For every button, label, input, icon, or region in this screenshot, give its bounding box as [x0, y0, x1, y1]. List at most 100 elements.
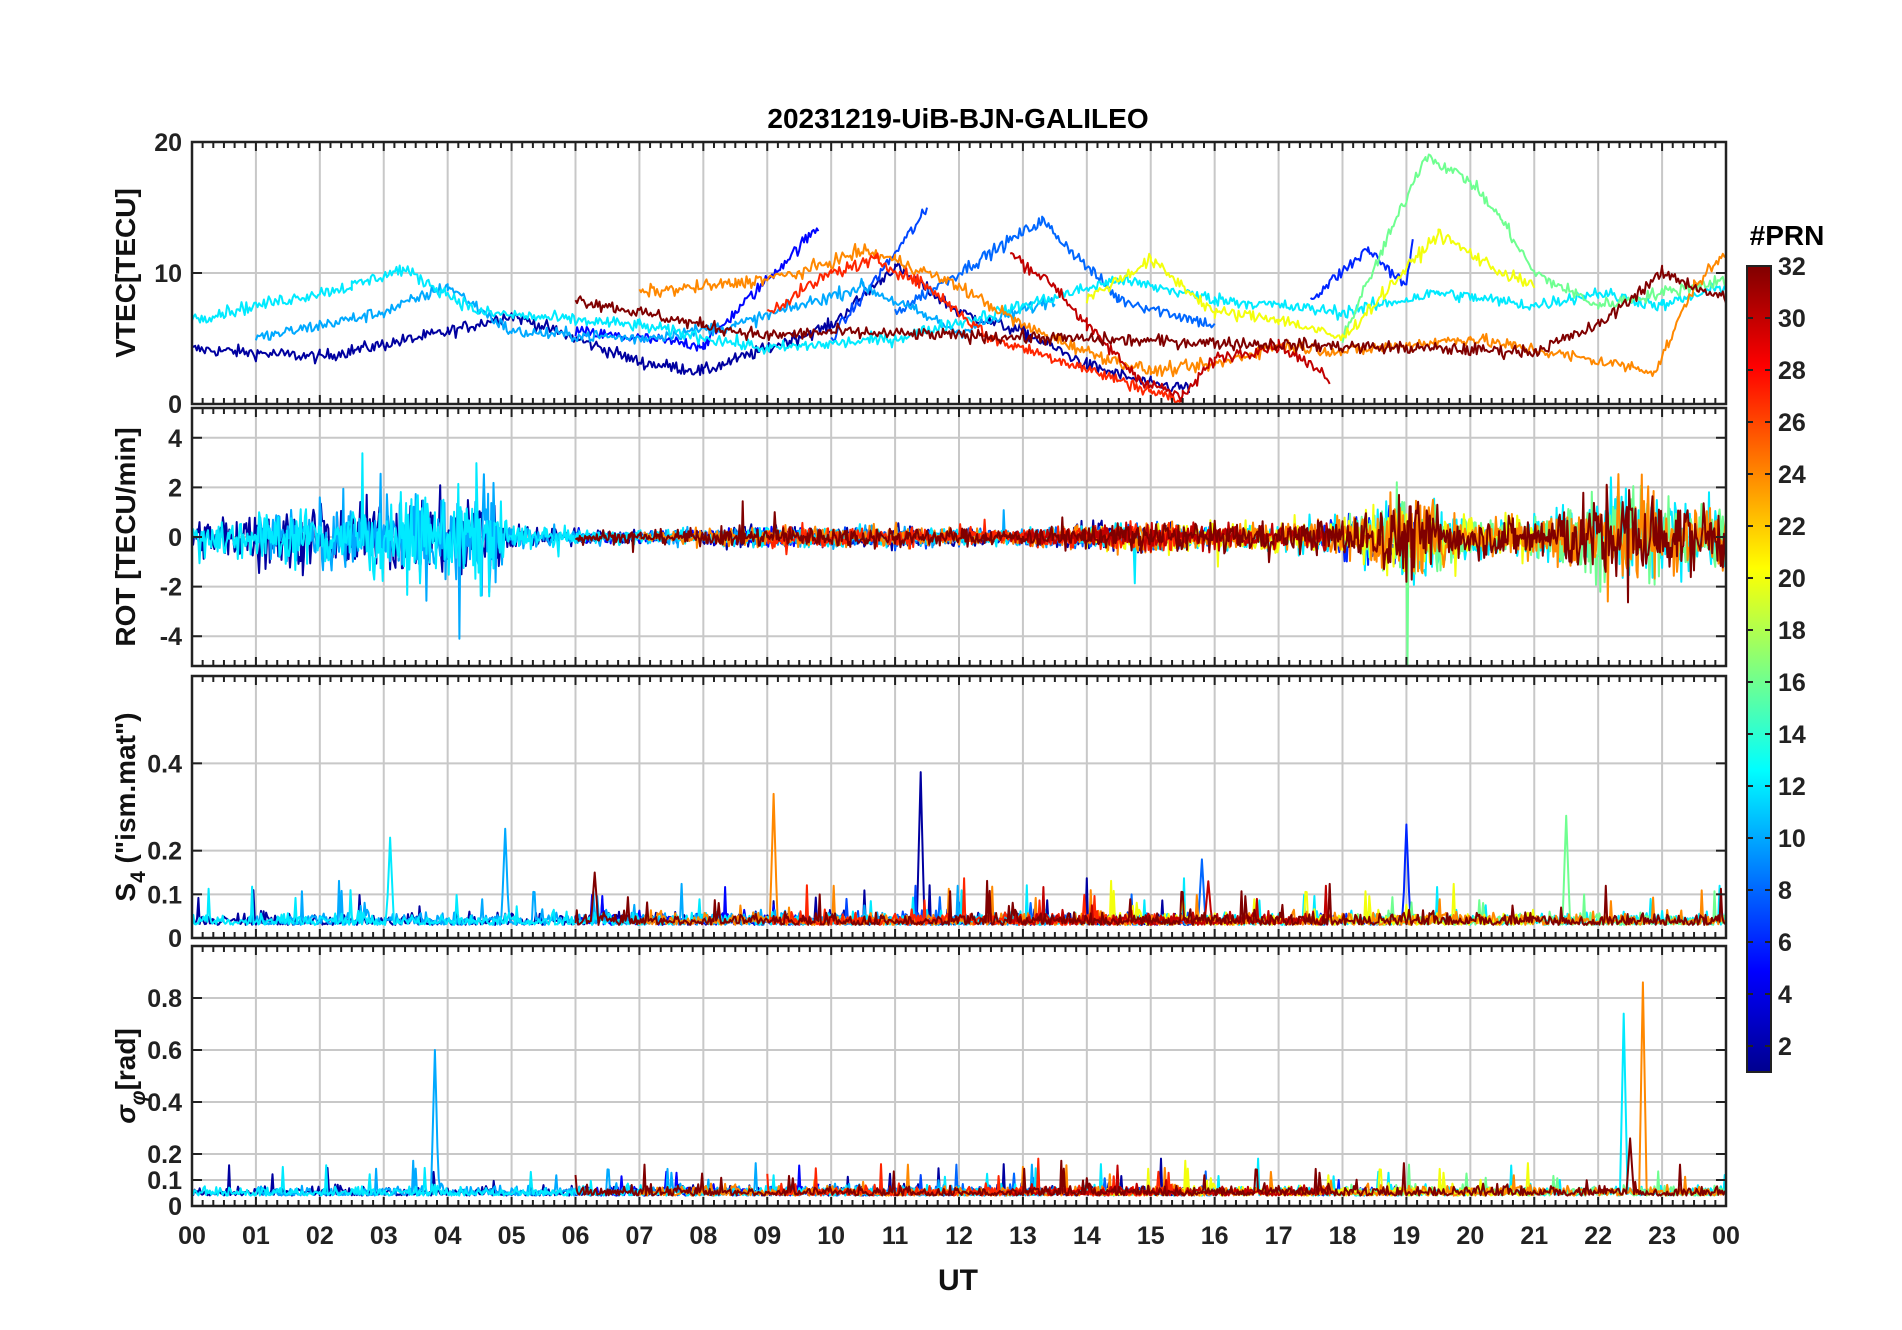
colorbar-tick-label: 30	[1778, 305, 1806, 333]
x-tick-label: 21	[1520, 1222, 1548, 1250]
panel-vtec-xticks	[191, 142, 1727, 404]
y-axis-label-rot: ROT [TECU/min]	[110, 427, 141, 646]
y-label-rest: ("ism.mat")	[110, 712, 141, 871]
series-line-prn-30	[1009, 252, 1331, 403]
panel-vtec: 0 10 20 VTEC[TECU]	[110, 129, 1728, 419]
colorbar-tick-label: 10	[1778, 825, 1806, 853]
x-tick-label: 00	[178, 1222, 206, 1250]
x-tick-label: 16	[1201, 1222, 1229, 1250]
x-axis-label: UT	[938, 1264, 978, 1297]
y-tick-label: 0.4	[147, 1089, 182, 1117]
series-line-prn-27	[766, 1157, 1184, 1197]
y-tick-label: 2	[168, 474, 182, 502]
panel-sigma-grid	[192, 946, 1726, 1207]
y-axis-label-sigma: σφ[rad]	[110, 1028, 150, 1124]
panel-sigma-xticks	[191, 946, 1727, 1206]
colorbar-tick-label: 14	[1778, 721, 1806, 749]
series-line-prn-32	[574, 264, 1726, 361]
series-line-prn-27	[766, 252, 1184, 404]
y-label-main: S	[110, 883, 141, 902]
panel-sigma-series	[192, 981, 1726, 1197]
x-tick-label: 10	[817, 1222, 845, 1250]
y-tick-label: 4	[168, 425, 182, 453]
series-line-prn-6	[1309, 239, 1414, 300]
y-tick-label: 10	[154, 260, 182, 288]
y-label-subscript: 4	[127, 871, 150, 883]
colorbar-tick-label: 18	[1778, 617, 1806, 645]
y-tick-label: 0.2	[147, 1141, 182, 1169]
series-line-prn-32	[574, 483, 1726, 604]
panel-rot-xticks	[191, 408, 1727, 666]
y-tick-label: -4	[160, 623, 182, 651]
x-tick-label: 14	[1073, 1222, 1101, 1250]
y-tick-label: 0.8	[147, 985, 182, 1013]
x-tick-label: 07	[626, 1222, 654, 1250]
x-tick-label: 01	[242, 1222, 270, 1250]
y-tick-label: 0	[168, 524, 182, 552]
panel-vtec-series	[192, 153, 1726, 404]
y-axis-label-vtec: VTEC[TECU]	[110, 188, 141, 358]
x-tick-label: 09	[753, 1222, 781, 1250]
x-tick-label: 11	[882, 1222, 909, 1250]
y-tick-label: 0	[168, 1193, 182, 1221]
colorbar-tick-label: 16	[1778, 669, 1806, 697]
x-tick-label: 02	[306, 1222, 334, 1250]
x-tick-label: 13	[1009, 1222, 1037, 1250]
y-tick-label: -2	[160, 574, 182, 602]
colorbar-tick-label: 6	[1778, 929, 1792, 957]
y-tick-label: 0.1	[147, 1167, 182, 1195]
x-tick-label: 23	[1648, 1222, 1676, 1250]
y-tick-label: 0.2	[147, 838, 182, 866]
y-label-main: σ	[110, 1104, 141, 1124]
panel-s4: 00.10.20.4S4 ("ism.mat")	[110, 674, 1728, 953]
x-tick-label: 20	[1456, 1222, 1484, 1250]
y-tick-label: 0.1	[147, 881, 182, 909]
colorbar-title: #PRN	[1750, 220, 1825, 251]
panel-rot: -4 -2 0 2 4 ROT [TECU/min]	[110, 406, 1728, 668]
chart-title: 20231219-UiB-BJN-GALILEO	[767, 103, 1148, 134]
series-line-prn-8	[894, 215, 1216, 329]
series-line-prn-10	[254, 277, 1056, 345]
colorbar-tick-label: 26	[1778, 409, 1806, 437]
panel-sigma: 00.10.2 0.4 0.6 0.8 σφ[rad]	[110, 944, 1728, 1221]
x-tick-label: 22	[1584, 1222, 1612, 1250]
x-tick-label: 08	[689, 1222, 717, 1250]
series-line-prn-16	[1341, 153, 1726, 344]
panel-s4-xticks	[191, 676, 1727, 938]
y-label-rest: [rad]	[110, 1028, 141, 1090]
y-tick-label: 20	[154, 129, 182, 157]
panel-s4-series	[192, 771, 1726, 926]
x-tick-labels: 00 01 02 03 04 05 06 07 08 09 10 11 12 13 14 15 16 17 18 19…	[178, 1222, 1740, 1250]
x-tick-label: 12	[945, 1222, 973, 1250]
x-tick-label: 19	[1393, 1222, 1421, 1250]
y-tick-label: 0	[168, 925, 182, 953]
colorbar-tick-label: 4	[1778, 981, 1792, 1009]
y-tick-label: 0.4	[147, 750, 182, 778]
x-tick-label: 18	[1329, 1222, 1357, 1250]
colorbar-tick-label: 12	[1778, 773, 1806, 801]
y-tick-label: 0	[168, 391, 182, 419]
x-tick-label: 04	[434, 1222, 462, 1250]
series-line-prn-12	[192, 836, 1726, 926]
y-tick-label: 0.6	[147, 1037, 182, 1065]
y-label-subscript: φ	[127, 1090, 150, 1105]
x-tick-label: 17	[1265, 1222, 1293, 1250]
colorbar-tick-label: 32	[1778, 253, 1806, 281]
colorbar-tick-label: 20	[1778, 565, 1806, 593]
series-line-prn-20	[1085, 228, 1536, 342]
colorbar-tick-label: 2	[1778, 1033, 1792, 1061]
x-tick-label: 05	[498, 1222, 526, 1250]
series-line-prn-2	[192, 261, 1191, 394]
x-tick-label: 15	[1137, 1222, 1165, 1250]
y-axis-label-s4: S4 ("ism.mat")	[110, 712, 150, 901]
series-line-prn-32	[574, 1137, 1726, 1197]
series-line-prn-7	[830, 207, 928, 343]
colorbar-tick-label: 8	[1778, 877, 1792, 905]
x-tick-label: 00	[1712, 1222, 1740, 1250]
x-tick-label: 03	[370, 1222, 398, 1250]
series-line-prn-24	[638, 243, 1726, 378]
